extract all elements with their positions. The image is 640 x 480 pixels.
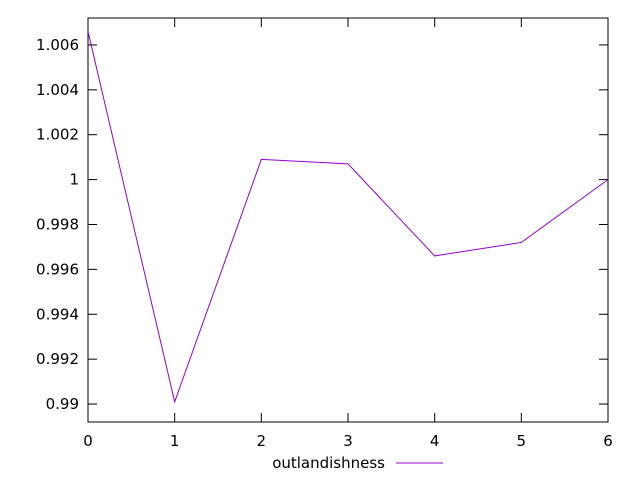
x-tick-label: 3 bbox=[343, 432, 353, 450]
x-tick-label: 4 bbox=[430, 432, 440, 450]
x-axis-ticks: 0 1 2 3 4 5 6 bbox=[83, 18, 613, 450]
x-tick-label: 6 bbox=[603, 432, 613, 450]
x-tick-label: 0 bbox=[83, 432, 93, 450]
y-tick-label: 0.998 bbox=[36, 215, 79, 233]
y-tick-label: 0.996 bbox=[36, 260, 79, 278]
y-tick-label: 1.004 bbox=[36, 81, 79, 99]
y-tick-label: 1.002 bbox=[36, 126, 79, 144]
series-layer bbox=[87, 31, 609, 404]
x-tick-label: 5 bbox=[517, 432, 527, 450]
y-tick-label: 0.994 bbox=[36, 305, 79, 323]
legend: outlandishness bbox=[272, 454, 443, 472]
series-line-outlandishness bbox=[87, 31, 609, 404]
y-tick-label: 0.99 bbox=[46, 395, 79, 413]
plot-frame bbox=[87, 17, 609, 423]
x-tick-label: 2 bbox=[257, 432, 267, 450]
y-tick-label: 1.006 bbox=[36, 36, 79, 54]
y-tick-label: 1 bbox=[69, 171, 79, 189]
x-tick-label: 1 bbox=[170, 432, 180, 450]
y-tick-label: 0.992 bbox=[36, 350, 79, 368]
y-axis-ticks: 0.99 0.992 0.994 0.996 0.998 1 1.002 1.004 1.006 bbox=[36, 36, 608, 413]
legend-label: outlandishness bbox=[272, 454, 385, 472]
